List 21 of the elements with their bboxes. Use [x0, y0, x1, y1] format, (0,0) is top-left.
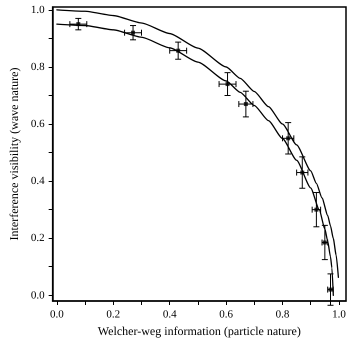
point: [131, 30, 136, 35]
point: [314, 208, 318, 212]
point: [244, 102, 248, 106]
y-tick-label: 0.0: [30, 289, 46, 302]
x-axis-title: Welcher-weg information (particle nature): [98, 324, 301, 338]
y-tick-label: 1.0: [30, 4, 46, 16]
point: [226, 82, 230, 86]
y-tick-label: 0.4: [30, 175, 46, 188]
x-tick-label: 0.8: [276, 308, 290, 320]
point: [76, 22, 80, 26]
y-tick-label: 0.8: [30, 60, 46, 73]
point: [300, 170, 304, 175]
y-axis-title: Interference visibility (wave nature): [7, 68, 21, 240]
x-tick-label: 0.2: [106, 308, 120, 320]
y-tick-label: 0.6: [30, 118, 46, 130]
x-tick-label: 0.6: [219, 308, 234, 320]
y-tick-label: 0.2: [30, 232, 45, 244]
x-tick-label: 1.0: [332, 308, 346, 320]
point: [286, 136, 290, 140]
x-tick-label: 0.0: [50, 308, 64, 320]
x-tick-label: 0.4: [162, 308, 178, 320]
